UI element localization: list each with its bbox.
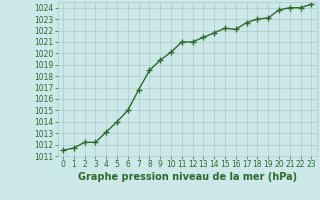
X-axis label: Graphe pression niveau de la mer (hPa): Graphe pression niveau de la mer (hPa): [78, 172, 297, 182]
